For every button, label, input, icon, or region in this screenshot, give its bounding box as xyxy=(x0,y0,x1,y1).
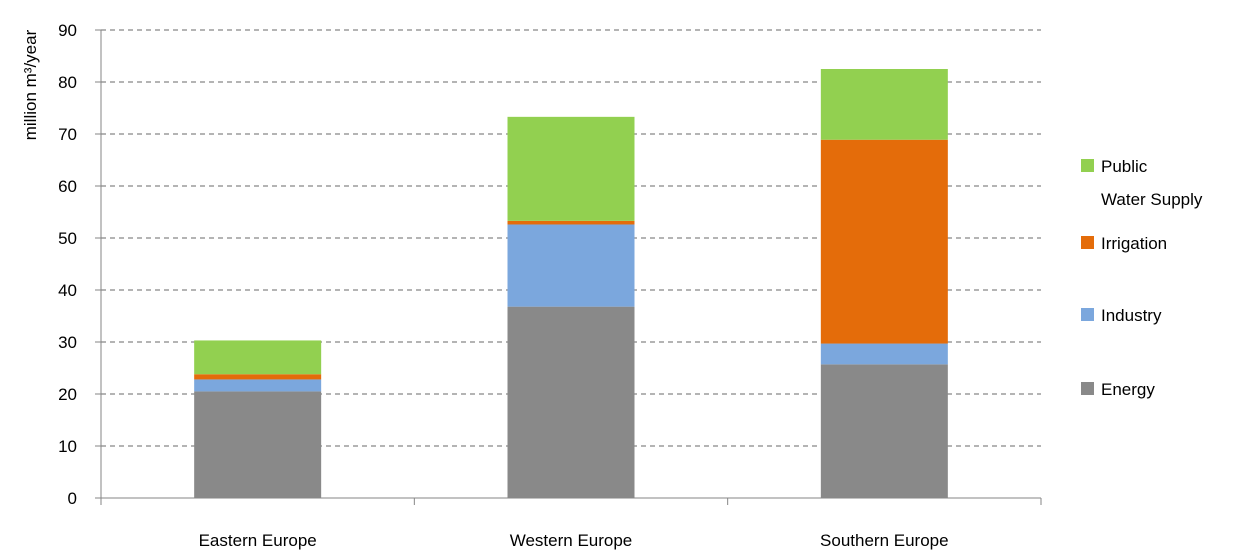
tick-labels: 0 10 20 30 40 50 60 70 80 90 Eastern Europe Western… xyxy=(58,21,949,550)
bar-segment-energy xyxy=(507,306,635,498)
legend-swatch-energy xyxy=(1081,382,1094,395)
y-tick-label: 70 xyxy=(58,125,77,144)
y-tick-label: 30 xyxy=(58,333,77,352)
bar-segment-irrigation xyxy=(194,374,322,380)
bar-segment-irrigation xyxy=(507,220,635,225)
legend-label: Water Supply xyxy=(1101,190,1203,209)
bar-segment-industry xyxy=(507,224,635,307)
bar-segment-industry xyxy=(820,343,948,365)
bar-segment-irrigation xyxy=(820,139,948,344)
legend-label: Industry xyxy=(1101,306,1162,325)
legend: Public Water Supply Irrigation Industry Ener… xyxy=(1081,157,1203,399)
bar-segment-public-water-supply xyxy=(507,116,635,221)
bar-segment-public-water-supply xyxy=(194,340,322,375)
x-tick-label: Eastern Europe xyxy=(199,531,317,550)
bar-segment-energy xyxy=(820,364,948,498)
y-tick-label: 80 xyxy=(58,73,77,92)
y-tick-label: 90 xyxy=(58,21,77,40)
x-tick-label: Southern Europe xyxy=(820,531,949,550)
axes xyxy=(95,29,1042,505)
y-tick-label: 20 xyxy=(58,385,77,404)
bar-segment-industry xyxy=(194,379,322,392)
y-tick-label: 50 xyxy=(58,229,77,248)
x-tick-label: Western Europe xyxy=(510,531,633,550)
bars xyxy=(194,69,948,498)
legend-swatch-industry xyxy=(1081,308,1094,321)
y-axis-title: million m³/year xyxy=(21,29,40,140)
legend-label: Energy xyxy=(1101,380,1155,399)
bar-segment-public-water-supply xyxy=(820,69,948,140)
legend-swatch-irrigation xyxy=(1081,236,1094,249)
legend-swatch-public-water-supply xyxy=(1081,159,1094,172)
y-tick-label: 0 xyxy=(68,489,77,508)
y-tick-label: 60 xyxy=(58,177,77,196)
y-tick-label: 10 xyxy=(58,437,77,456)
y-tick-label: 40 xyxy=(58,281,77,300)
bar-segment-energy xyxy=(194,391,322,498)
legend-label: Public xyxy=(1101,157,1148,176)
legend-label: Irrigation xyxy=(1101,234,1167,253)
